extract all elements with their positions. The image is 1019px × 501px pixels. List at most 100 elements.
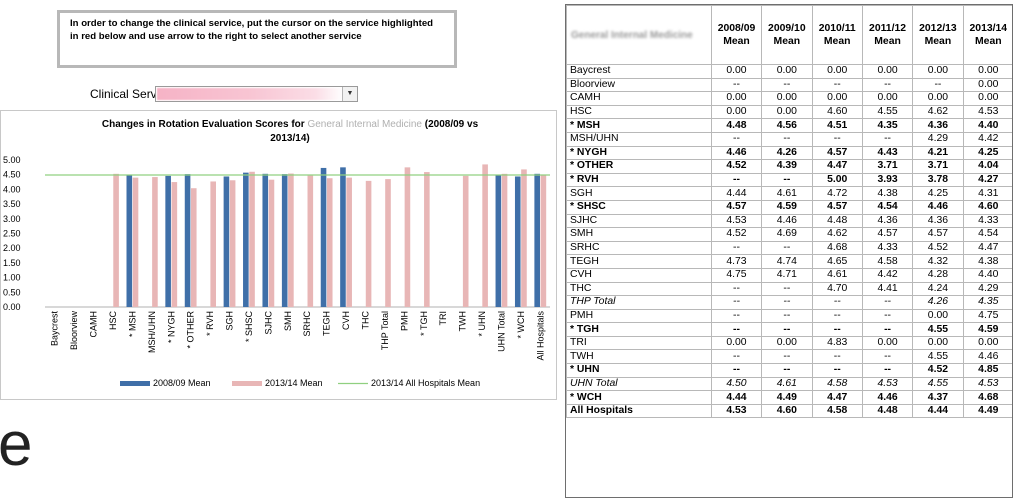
score-cell: 4.40 (962, 267, 1012, 283)
score-cell: 0.00 (710, 91, 763, 106)
score-cell: -- (710, 308, 763, 324)
score-cell: -- (761, 349, 813, 365)
score-cell: -- (761, 322, 813, 337)
year-column-header: 2012/13 Mean (912, 5, 964, 65)
score-cell: 4.26 (912, 295, 964, 310)
table-row: THP Total -- -- -- -- 4.26 4.35 (566, 295, 1012, 310)
x-tick-label: SJHC (263, 311, 273, 335)
score-cell: 4.40 (962, 118, 1012, 133)
table-row: Bloorview -- -- -- -- -- 0.00 (566, 77, 1012, 93)
x-tick-label: CVH (341, 311, 351, 330)
score-cell: -- (761, 281, 813, 297)
score-cell: -- (761, 363, 813, 378)
score-cell: 4.41 (861, 281, 914, 297)
score-cell: 4.29 (912, 131, 964, 147)
score-cell: 0.00 (761, 91, 813, 106)
score-cell: 4.68 (811, 240, 863, 256)
hospital-name: THP Total (566, 295, 712, 310)
score-cell: 4.47 (811, 159, 863, 174)
table-row: HSC 0.00 0.00 4.60 4.55 4.62 4.53 (566, 104, 1012, 120)
chart-title-line2: 2013/14) (270, 133, 309, 144)
score-cell: 4.55 (912, 349, 964, 365)
bar-2013-14 (229, 180, 236, 307)
score-cell: 0.00 (861, 64, 914, 79)
score-cell: -- (811, 349, 863, 365)
score-cell: 4.47 (962, 240, 1012, 256)
table-row: TEGH 4.73 4.74 4.65 4.58 4.32 4.38 (566, 254, 1012, 269)
chart-title-line1: Changes in Rotation Evaluation Scores fo… (102, 119, 479, 130)
score-cell: 0.00 (861, 91, 914, 106)
x-tick-label: * NYGH (166, 311, 176, 343)
score-cell: 0.00 (962, 335, 1012, 351)
score-cell: 4.36 (912, 213, 964, 229)
hospital-name: * OTHER (566, 159, 712, 174)
score-cell: 4.33 (861, 240, 914, 256)
scores-table: General Internal Medicine 2008/09 Mean 200… (566, 5, 1012, 419)
table-row: TRI 0.00 0.00 4.83 0.00 0.00 0.00 (566, 335, 1012, 351)
clinical-service-select[interactable]: ▼ (155, 86, 358, 102)
x-tick-label: * RVH (205, 311, 215, 336)
bar-2013-14 (326, 178, 333, 307)
score-cell: -- (710, 295, 763, 310)
column-year: 2013/14 (969, 23, 1008, 34)
hospital-name: All Hospitals (566, 403, 712, 419)
score-cell: 4.36 (861, 213, 914, 229)
score-cell: 4.61 (761, 376, 813, 392)
chart-title-service-redacted: General Internal Medicine (307, 119, 422, 130)
chevron-down-icon[interactable]: ▼ (342, 87, 357, 101)
table-row: * RVH -- -- 5.00 3.93 3.78 4.27 (566, 172, 1012, 188)
column-label: Mean (723, 36, 750, 47)
hospital-name: MSH/UHN (566, 131, 712, 147)
table-header-row: General Internal Medicine 2008/09 Mean 200… (566, 5, 1012, 65)
score-cell: 0.00 (761, 335, 813, 351)
score-cell: -- (861, 349, 914, 365)
score-cell: 0.00 (912, 91, 964, 106)
y-tick-label: 1.50 (3, 258, 21, 268)
table-row: PMH -- -- -- -- 0.00 4.75 (566, 308, 1012, 324)
y-tick-label: 1.00 (3, 273, 21, 283)
x-tick-label: SMH (283, 311, 293, 331)
score-cell: 4.52 (912, 240, 964, 256)
table-row: SRHC -- -- 4.68 4.33 4.52 4.47 (566, 240, 1012, 256)
score-cell: 4.48 (861, 403, 914, 419)
score-cell: 4.61 (761, 186, 813, 201)
service-column-header: General Internal Medicine (566, 5, 712, 65)
bar-2013-14 (249, 171, 255, 307)
score-cell: 4.38 (861, 186, 914, 201)
hospital-name: * MSH (566, 118, 712, 133)
score-cell: 4.60 (761, 403, 813, 419)
x-tick-label: PMH (399, 311, 409, 331)
legend-2013-14-swatch (232, 381, 262, 386)
table-row: SJHC 4.53 4.46 4.48 4.36 4.36 4.33 (566, 213, 1012, 229)
table-row: MSH/UHN -- -- -- -- 4.29 4.42 (566, 131, 1012, 147)
score-cell: 4.47 (811, 390, 863, 405)
score-cell: 4.53 (710, 403, 763, 419)
score-cell: 4.53 (962, 376, 1012, 392)
bar-2008-09 (223, 176, 230, 307)
bar-2013-14 (424, 172, 430, 307)
x-tick-label: SRHC (302, 311, 312, 337)
score-cell: 3.71 (912, 159, 964, 174)
score-cell: 4.85 (962, 363, 1012, 378)
hospital-name: UHN Total (566, 376, 712, 392)
column-year: 2010/11 (818, 23, 856, 34)
hospital-name: * WCH (566, 390, 712, 405)
score-cell: 0.00 (710, 335, 763, 351)
score-cell: 4.51 (811, 118, 863, 133)
clinical-service-value-redacted[interactable] (157, 88, 343, 100)
score-cell: 4.83 (811, 335, 863, 351)
score-cell: 0.00 (912, 64, 964, 79)
score-cell: 4.65 (811, 254, 863, 269)
bar-2013-14 (268, 179, 275, 307)
chart-title-prefix: Changes in Rotation Evaluation Scores fo… (102, 119, 308, 130)
x-tick-label: HSC (108, 311, 118, 331)
bar-2008-09 (340, 167, 346, 307)
bar-2013-14 (462, 175, 469, 307)
hospital-name: SJHC (566, 213, 712, 229)
score-cell: 0.00 (811, 91, 863, 106)
hospital-name: PMH (566, 308, 712, 324)
table-row: TWH -- -- -- -- 4.55 4.46 (566, 349, 1012, 365)
score-cell: 4.24 (912, 281, 964, 297)
x-tick-label: * TGH (419, 311, 429, 336)
score-cell: -- (861, 363, 914, 378)
